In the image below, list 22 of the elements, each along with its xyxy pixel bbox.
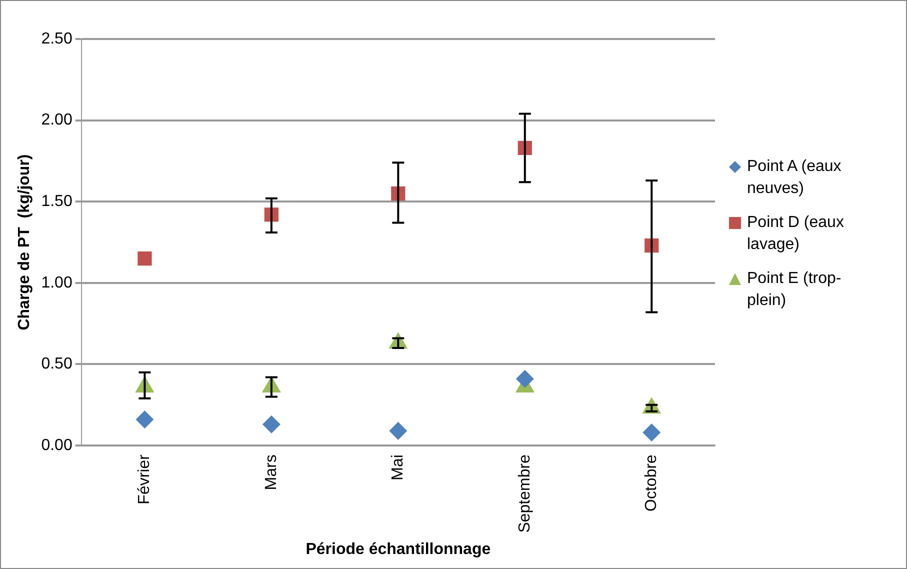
- point: [262, 415, 280, 434]
- point: [642, 424, 661, 442]
- point: [138, 251, 152, 266]
- legend-label: Point A (eaux neuves): [747, 157, 842, 199]
- x-axis-title: Période échantillonnage: [306, 540, 491, 558]
- point: [516, 370, 534, 388]
- x-tick-label: Mai: [390, 454, 407, 480]
- x-tick-label: Février: [136, 454, 154, 504]
- y-tick-label: 0.50: [41, 356, 72, 373]
- y-tick-label: 2.50: [41, 30, 72, 48]
- point: [136, 410, 154, 429]
- y-tick-label: 1.00: [41, 274, 72, 292]
- y-axis-title: Charge de PT (kg/jour): [16, 154, 34, 330]
- legend-label: Point D (eaux lavage): [747, 213, 845, 255]
- point: [389, 422, 408, 440]
- legend-label: Point E (trop-plein): [747, 269, 842, 311]
- y-tick-label: 0.00: [41, 436, 72, 454]
- x-tick-label: Octobre: [643, 454, 660, 512]
- y-tick-label: 1.50: [41, 193, 72, 210]
- y-tick-label: 2.00: [41, 112, 72, 129]
- x-tick-label: Septembre: [516, 454, 534, 533]
- x-tick-label: Mars: [262, 454, 280, 490]
